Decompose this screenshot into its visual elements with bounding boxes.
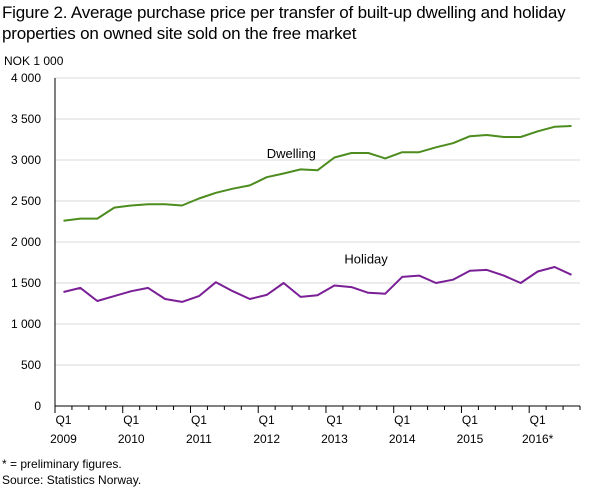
figure-title: Figure 2. Average purchase price per tra… [2,3,566,43]
holiday-series-line [63,266,572,303]
x-tick-label-quarter: Q1 [326,413,342,427]
gridlines [55,77,580,366]
x-tick-label-quarter: Q1 [462,413,478,427]
x-tick-label-year: 2012 [253,432,280,446]
x-tick-label-quarter: Q1 [259,413,275,427]
dwelling-series-line [63,125,572,222]
x-tick-label-year: 2014 [389,432,416,446]
x-tick-label-quarter: Q1 [55,413,71,427]
y-tick-label: 0 [34,399,41,413]
x-tick-label-quarter: Q1 [123,413,139,427]
chart-notes: * = preliminary figures. Source: Statist… [2,456,141,488]
x-tick-label-quarter: Q1 [530,413,546,427]
y-tick-label: 2 000 [11,235,41,249]
x-tick-label-year: 2009 [50,432,77,446]
y-tick-label: 1 000 [11,317,41,331]
x-tick-label-quarter: Q1 [191,413,207,427]
axes [54,78,581,413]
dwelling-series-label: Dwelling [267,146,316,161]
x-tick-label-year: 2015 [457,432,484,446]
y-tick-label: 4 000 [11,71,41,85]
y-tick-label: 500 [21,358,41,372]
footnote: * = preliminary figures. [2,457,122,471]
y-tick-label: 1 500 [11,276,41,290]
y-tick-label: 3 500 [11,112,41,126]
x-tick-label-year: 2016* [522,432,554,446]
y-tick-label: 3 000 [11,153,41,167]
y-tick-label: 2 500 [11,194,41,208]
x-tick-label-quarter: Q1 [394,413,410,427]
series-lines [63,125,572,303]
tick-labels: 0 500 1 000 1 500 2 000 2 500 3 000 3 500 4 000 Q… [11,71,554,446]
holiday-series-label: Holiday [344,251,388,266]
x-tick-label-year: 2013 [321,432,348,446]
source-note: Source: Statistics Norway. [2,473,142,487]
x-tick-label-year: 2010 [118,432,145,446]
y-axis-unit-label: NOK 1 000 [4,54,64,68]
x-tick-label-year: 2011 [186,432,212,446]
